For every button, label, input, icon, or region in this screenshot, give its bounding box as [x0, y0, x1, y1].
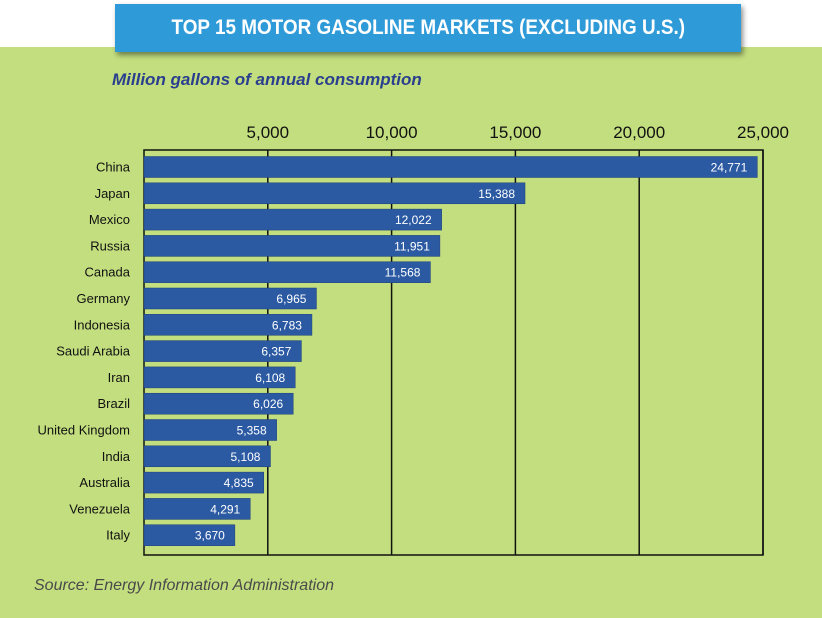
bar: [143, 366, 296, 389]
category-label: Germany: [77, 291, 131, 306]
bar: [143, 182, 526, 205]
category-label: China: [96, 160, 131, 175]
category-label: Indonesia: [74, 317, 131, 332]
bar: [143, 498, 251, 520]
category-label: Russia: [90, 238, 131, 253]
bar: [143, 445, 271, 468]
tick-label: 10,000: [366, 123, 418, 142]
data-label: 6,965: [276, 292, 306, 306]
data-label: 11,568: [385, 266, 421, 280]
bar: [143, 314, 313, 336]
bar: [143, 524, 236, 546]
category-label: Iran: [108, 370, 130, 385]
source-note: Source: Energy Information Administratio…: [34, 577, 334, 594]
data-label: 4,835: [224, 476, 254, 490]
data-label: 6,108: [255, 371, 285, 385]
data-label: 4,291: [210, 502, 240, 516]
bar: [143, 392, 294, 415]
tick-label: 20,000: [613, 123, 665, 142]
category-label: Venezuela: [69, 501, 130, 516]
data-label: 5,108: [230, 450, 260, 464]
title-banner: TOP 15 MOTOR GASOLINE MARKETS (EXCLUDING…: [115, 4, 741, 52]
tick-label: 5,000: [247, 123, 290, 142]
bar: [143, 235, 441, 257]
category-label: Mexico: [89, 212, 130, 227]
tick-label: 15,000: [489, 123, 541, 142]
bar: [143, 471, 264, 494]
bar: [143, 287, 317, 310]
category-label: United Kingdom: [38, 423, 131, 438]
category-label: Australia: [79, 475, 130, 490]
ticks-layer: 5,000 10,000 15,000 20,000 25,000: [247, 123, 789, 142]
bar: [143, 208, 442, 231]
category-label: Canada: [84, 265, 130, 280]
chart-subtitle: Million gallons of annual consumption: [112, 70, 422, 89]
data-label: 11,951: [394, 239, 430, 253]
chart-title: TOP 15 MOTOR GASOLINE MARKETS (EXCLUDING…: [171, 16, 685, 39]
bar: [143, 419, 277, 441]
data-label: 3,670: [195, 529, 225, 543]
chart-panel: [0, 47, 822, 618]
bar: [143, 156, 758, 178]
bar: [143, 340, 302, 362]
category-label: Italy: [106, 528, 130, 543]
bar: [143, 261, 431, 283]
category-label: India: [102, 449, 131, 464]
tick-label: 25,000: [737, 123, 789, 142]
category-label: Brazil: [97, 396, 130, 411]
data-label: 12,022: [395, 213, 432, 227]
data-label: 6,783: [272, 318, 302, 332]
data-label: 5,358: [237, 424, 267, 438]
data-label: 6,026: [253, 397, 283, 411]
category-label: Japan: [95, 186, 130, 201]
bars-layer: [143, 156, 758, 546]
data-label: 15,388: [478, 187, 515, 201]
labels-layer: China 24,771 Japan 15,388 Mexico 12,022 Russia…: [38, 160, 748, 543]
data-label: 6,357: [261, 345, 291, 359]
category-label: Saudi Arabia: [56, 344, 130, 359]
data-label: 24,771: [711, 161, 748, 175]
